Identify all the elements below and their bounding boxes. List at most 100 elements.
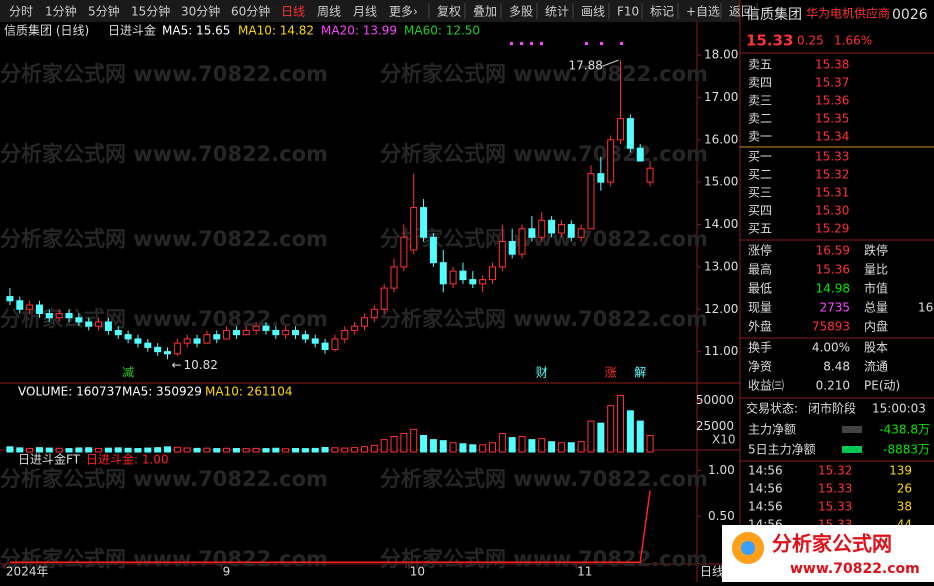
watermark: 分析家公式网 www.70822.com (0, 467, 328, 491)
bid-label: 买四 (748, 204, 772, 218)
candle-body (144, 342, 152, 348)
candle-body (183, 338, 191, 344)
stat-label: 最低 (748, 282, 772, 296)
candle-body (65, 313, 73, 319)
tick-price: 15.32 (818, 464, 852, 478)
volume-bar (498, 432, 506, 453)
toolbar-button[interactable]: +自选 (686, 5, 720, 19)
watermark: 分析家公式网 www.70822.com (0, 62, 328, 86)
fin-label: 股本 (864, 341, 888, 355)
flow-value: -438.8万 (879, 423, 930, 437)
ask-label: 卖一 (748, 130, 772, 144)
toolbar-button[interactable]: 60分钟 (231, 4, 270, 19)
toolbar-button[interactable]: F10 (617, 5, 639, 19)
volume-bar (587, 420, 595, 453)
tick-price: 15.33 (818, 482, 852, 496)
flow-bar (842, 426, 862, 433)
y-tick-label: 1.00 (708, 463, 735, 477)
stock-name: 信质集团 (746, 6, 802, 23)
event-marker: 财 (536, 366, 548, 380)
watermark: 分析家公式网 www.70822.com (380, 142, 708, 166)
volume-bar (607, 405, 615, 453)
volume-bar (124, 447, 132, 453)
toolbar-button[interactable]: 5分钟 (88, 4, 120, 19)
signal-dot (540, 42, 543, 45)
toolbar-button[interactable]: 叠加 (473, 5, 497, 19)
volume-legend: MA5: 350929 (122, 385, 202, 399)
volume-legend: MA10: 261104 (205, 385, 293, 399)
candle-body (548, 219, 556, 234)
candle-body (282, 329, 290, 336)
stat-value: 2735 (819, 301, 850, 315)
event-marker: 减 (122, 366, 134, 380)
candle-body (95, 321, 103, 327)
period-label: 日线 (700, 565, 724, 579)
volume-bar (242, 448, 250, 453)
tick-vol: 26 (897, 482, 912, 496)
toolbar-button[interactable]: 1分钟 (45, 4, 77, 19)
candle-body (459, 270, 467, 281)
signal-dot (510, 42, 513, 45)
signal-dot (620, 42, 623, 45)
tick-vol: 38 (897, 500, 912, 514)
tick-price: 15.33 (818, 500, 852, 514)
ask-price: 15.35 (815, 112, 849, 126)
indicator-value: 日进斗金: 1.00 (86, 452, 169, 467)
toolbar-button[interactable]: 多股 (509, 5, 533, 19)
volume-bar (144, 447, 152, 453)
stat-label: 外盘 (748, 319, 772, 334)
toolbar-button[interactable]: 返回 (729, 5, 753, 19)
volume-bar (154, 447, 162, 453)
toolbar-button[interactable]: 统计 (545, 5, 569, 19)
candle-body (528, 228, 536, 238)
ask-label: 卖五 (748, 58, 772, 72)
volume-bar (35, 447, 43, 453)
candle-body (223, 329, 231, 340)
volume-bar (449, 442, 457, 453)
fin-label: 流通 (864, 360, 888, 374)
toolbar-button[interactable]: 月线 (353, 5, 377, 19)
volume-bar (636, 420, 644, 453)
volume-bar (538, 438, 546, 453)
high-label: 17.88 (569, 59, 603, 73)
event-marker: 解 (634, 366, 646, 380)
candle-body (242, 329, 250, 336)
toolbar-button[interactable]: 标记 (650, 5, 674, 19)
toolbar-button[interactable]: 周线 (317, 5, 341, 19)
fin-label: 换手 (748, 341, 772, 355)
toolbar-button[interactable]: 日线 (281, 5, 305, 19)
volume-bar (459, 443, 467, 453)
volume-bar (400, 432, 408, 453)
toolbar-button[interactable]: 30分钟 (181, 4, 220, 19)
candle-body (232, 329, 240, 336)
stat-value: 16 (918, 301, 933, 315)
tick-time: 14:56 (748, 464, 783, 478)
volume-bar (311, 447, 319, 453)
watermark: 分析家公式网 www.70822.com (0, 142, 328, 166)
legend-indicator: 日进斗金 (108, 23, 156, 38)
toolbar-button[interactable]: 画线 (581, 5, 605, 19)
toolbar-button[interactable]: 分时 (9, 5, 33, 19)
flow-value: -8883万 (883, 443, 930, 457)
volume-bar (597, 422, 605, 453)
volume-bar (489, 442, 496, 453)
tick-time: 14:56 (748, 500, 783, 514)
signal-dot (520, 42, 523, 45)
stat-value: 15.36 (816, 263, 850, 277)
volume-bar (370, 444, 378, 453)
stat-label: 涨停 (748, 243, 772, 258)
candle-body (35, 304, 43, 315)
low-arrow: ← (172, 358, 182, 372)
toolbar-button[interactable]: 复权 (437, 5, 461, 19)
candle-body (301, 334, 309, 340)
fin-label: PE(动) (864, 379, 900, 393)
volume-bar (203, 447, 211, 453)
bid-label: 买二 (748, 168, 772, 182)
candle-body (587, 173, 595, 230)
toolbar-button[interactable]: 更多› (389, 5, 418, 19)
y-tick-label: 11.00 (704, 344, 738, 358)
y-tick-label: 18.00 (704, 48, 738, 62)
fin-label: 净资 (748, 360, 772, 374)
toolbar-button[interactable]: 15分钟 (131, 4, 170, 19)
